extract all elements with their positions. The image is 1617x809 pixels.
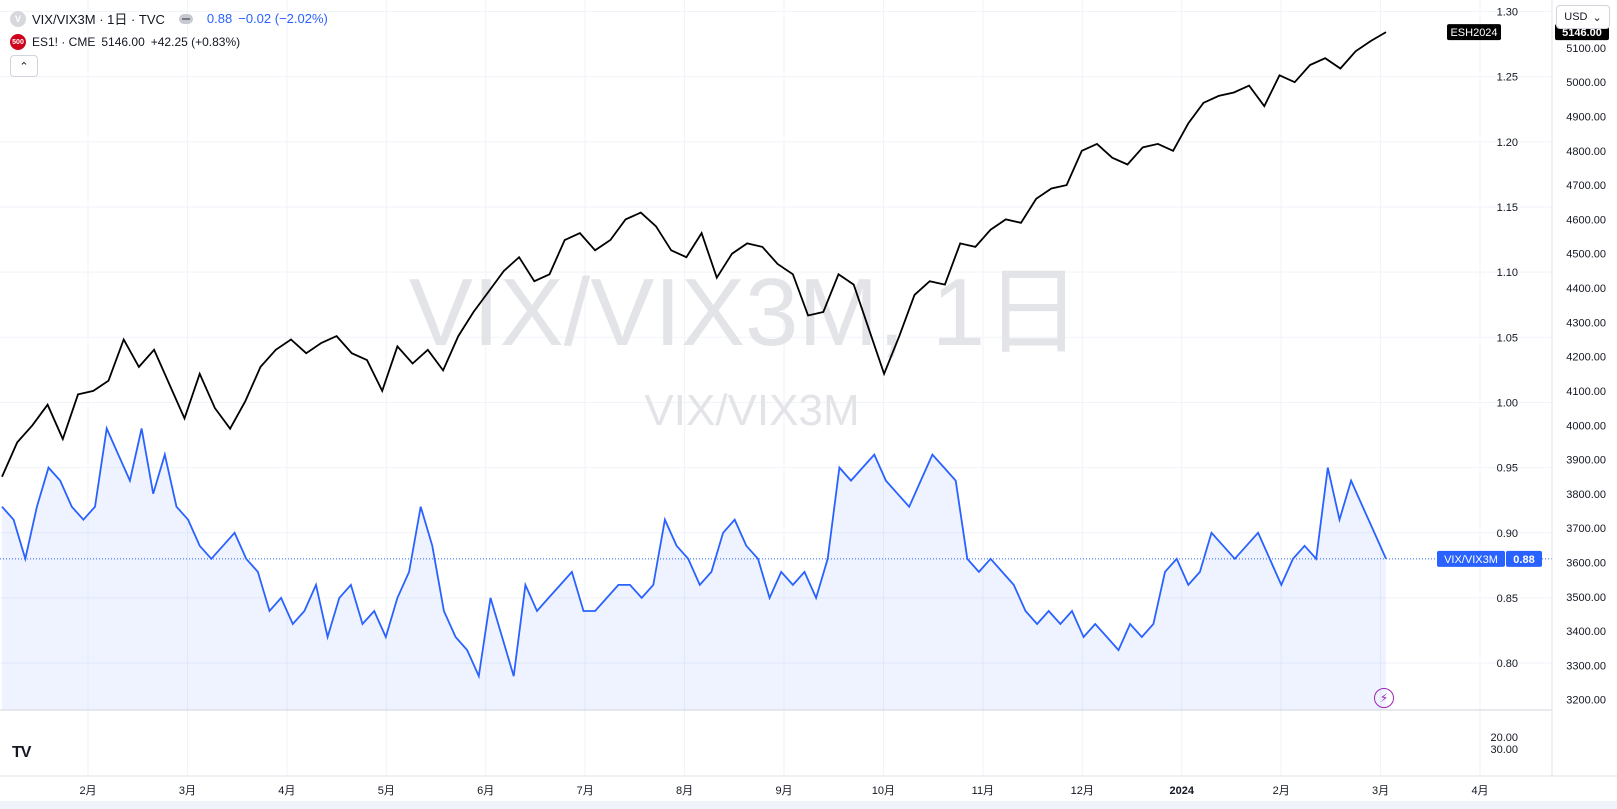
market-status-icon[interactable] [178,13,193,24]
compare-symbol-title[interactable]: ES1! · CME [32,35,96,49]
right-axis-tick: 4200.00 [1566,352,1606,364]
compare-last-value: 5146.00 [101,35,145,49]
es-series-line[interactable] [1,31,1387,478]
time-axis-tick: 9月 [775,785,792,797]
left-axis-tick: 1.00 [1497,397,1518,409]
sp500-logo-icon: 500 [10,34,26,50]
time-axis-tick: 3月 [1372,785,1389,797]
main-last-value: 0.88 [206,11,233,26]
symbol-logo-icon: V [10,10,26,27]
main-symbol-title[interactable]: VIX/VIX3M · 1日 · TVC [32,12,165,27]
left-axis-tick: 0.80 [1497,658,1518,670]
lightning-icon[interactable]: ⚡ [1374,688,1394,708]
right-axis-tick: 3900.00 [1566,455,1606,467]
time-axis-tick: 2月 [79,785,96,797]
ratio-last-price-text: 0.88 [1513,554,1534,566]
left-axis-tick: 1.30 [1497,7,1518,19]
left-axis-tick: 1.25 [1497,72,1518,84]
ratio-area-fill [2,428,1386,710]
es-name-label-text: ESH2024 [1450,27,1497,39]
time-axis-tick: 10月 [872,785,895,797]
right-axis-tick: 5000.00 [1566,77,1606,89]
currency-label: USD [1564,11,1588,23]
right-axis-tick: 4800.00 [1566,146,1606,158]
time-axis-tick: 12月 [1071,785,1094,797]
main-change: −0.02 (−2.02%) [238,11,328,26]
compare-series-legend[interactable]: 500 ES1! · CME 5146.00 +42.25 (+0.83%) [10,34,240,50]
es-name-label [1447,24,1501,41]
vix-ratio-series-line[interactable] [1,425,1387,680]
ratio-last-price-tag [1506,550,1542,567]
time-axis-tick: 2024 [1169,785,1194,797]
watermark-large: VIX/VIX3M, 1日 [409,259,1081,366]
last-price-labels: ESH2024 5146.00 VIX/VIX3M 0.88 [1437,24,1609,567]
time-axis-tick: 3月 [179,785,196,797]
left-axis-tick: 1.10 [1497,267,1518,279]
left-axis-tick: 0.85 [1497,593,1518,605]
time-axis-tick: 6月 [477,785,494,797]
right-price-axis[interactable]: 5200.005100.005000.004900.004800.004700.… [1566,9,1606,707]
right-axis-tick: 3300.00 [1566,660,1606,672]
right-axis-tick: 3800.00 [1566,489,1606,501]
compare-change: +42.25 (+0.83%) [150,35,241,49]
right-axis-tick: 4300.00 [1566,317,1606,329]
left-axis-tick: 1.05 [1497,332,1518,344]
left-axis-tick: 1.15 [1497,202,1518,214]
right-axis-tick: 3400.00 [1566,626,1606,638]
currency-dropdown[interactable]: USD ⌄ [1556,5,1610,29]
right-axis-tick: 4700.00 [1566,180,1606,192]
left-axis-tick: 1.20 [1497,137,1518,149]
right-axis-tick: 4400.00 [1566,283,1606,295]
right-axis-tick: 3700.00 [1566,523,1606,535]
watermark-small: VIX/VIX3M [644,386,859,435]
right-axis-tick: 5100.00 [1566,43,1606,55]
tradingview-logo[interactable]: TV [12,744,31,762]
time-axis-tick: 7月 [577,785,594,797]
main-series-legend[interactable]: V VIX/VIX3M · 1日 · TVC 0.88 −0.02 (−2.02… [10,9,328,28]
time-axis[interactable]: 2月 3月 4月 5月 6月 7月 8月 9月 10月 11月 12月 2024 2月 3月 4月 [79,785,1488,797]
time-axis-tick: 11月 [972,785,994,797]
time-axis-tick: 2月 [1273,785,1290,797]
right-axis-tick: 4500.00 [1566,249,1606,261]
left-price-axis[interactable]: 1.30 1.25 1.20 1.15 1.10 1.05 1.00 0.95 0.90 0.85… [1497,7,1518,671]
right-axis-tick: 4600.00 [1566,214,1606,226]
ratio-name-label-text: VIX/VIX3M [1444,554,1498,566]
chevron-down-icon: ⌄ [1592,11,1602,24]
bottom-toolbar-strip [0,801,1617,809]
right-axis-tick: 4000.00 [1566,420,1606,432]
right-axis-tick: 3200.00 [1566,695,1606,707]
lower-pane-tick: 20.00 [1490,732,1518,744]
time-axis-tick: 4月 [1471,785,1488,797]
chevron-up-icon: ⌃ [19,60,29,73]
tradingview-logo-text: TV [12,744,31,761]
left-axis-tick: 0.95 [1497,463,1518,475]
legend-collapse-button[interactable]: ⌃ [10,55,38,77]
time-axis-tick: 5月 [378,785,395,797]
right-axis-tick: 4100.00 [1566,386,1606,398]
right-axis-tick: 3500.00 [1566,592,1606,604]
left-axis-tick: 0.90 [1497,528,1518,540]
es-last-price-text: 5146.00 [1562,27,1602,39]
time-axis-tick: 8月 [676,785,693,797]
lower-pane-tick: 30.00 [1490,744,1518,756]
ratio-name-label [1437,550,1505,567]
right-axis-tick: 4900.00 [1566,111,1606,123]
time-axis-tick: 4月 [278,785,295,797]
right-axis-tick: 3600.00 [1566,557,1606,569]
grid-lines [0,0,1552,776]
